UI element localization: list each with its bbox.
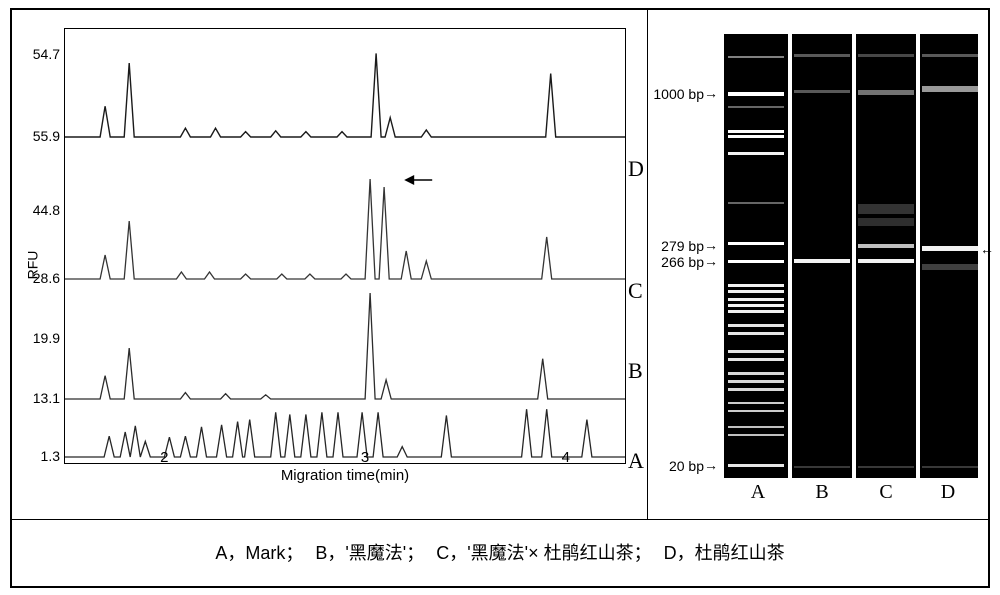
gel-band — [728, 56, 784, 58]
arrow-right-icon: → — [704, 458, 718, 472]
gel-band — [728, 242, 784, 245]
x-tick: 2 — [160, 449, 168, 466]
x-tick: 4 — [562, 449, 570, 466]
y-tick: 54.7 — [30, 46, 60, 62]
gel-band — [922, 264, 978, 270]
trace-c — [65, 179, 626, 279]
gel-lane-label: D — [941, 481, 955, 504]
bp-label: 279 bp — [650, 238, 704, 254]
peak-arrow-icon — [404, 175, 432, 185]
gel-band — [728, 130, 784, 133]
bp-label: 20 bp — [650, 458, 704, 474]
gel-band — [858, 466, 914, 468]
trace-label-a: A — [628, 448, 644, 474]
gel-band — [728, 284, 784, 287]
gel-band — [858, 244, 914, 248]
figure-frame: RFU 54.755.944.828.619.913.11.3 234 Migr… — [10, 8, 990, 588]
plot-area — [64, 28, 626, 464]
gel-band — [858, 204, 914, 214]
trace-b — [65, 293, 626, 399]
gel-lane-label: A — [751, 481, 765, 504]
gel-band — [922, 246, 978, 251]
gel-band — [728, 402, 784, 404]
gel-band — [728, 152, 784, 155]
figure-legend: A，Mark； B，'黑魔法'； C，'黑魔法'× 杜鹃红山茶； D，杜鹃红山茶 — [12, 518, 988, 586]
arrow-right-icon: → — [704, 86, 718, 100]
gel-band — [858, 54, 914, 57]
gel-band — [922, 466, 978, 468]
gel-band — [728, 202, 784, 204]
y-tick: 19.9 — [30, 330, 60, 346]
electropherogram-panel: RFU 54.755.944.828.619.913.11.3 234 Migr… — [12, 10, 648, 520]
trace-d — [65, 53, 626, 137]
lane-gap — [788, 34, 792, 478]
gel-lane-label: C — [879, 481, 892, 504]
legend-item-c: C，'黑魔法'× 杜鹃红山茶； — [436, 539, 651, 565]
trace-a — [65, 409, 626, 457]
arrow-left-icon: ← — [980, 242, 994, 256]
gel-band — [922, 86, 978, 92]
y-tick: 28.6 — [30, 270, 60, 286]
bp-label: 266 bp — [650, 254, 704, 270]
gel-band — [794, 54, 850, 57]
y-tick: 44.8 — [30, 202, 60, 218]
trace-label-c: C — [628, 278, 643, 304]
gel-band — [728, 92, 784, 96]
traces-svg — [65, 29, 626, 464]
gel-band — [728, 380, 784, 383]
gel-band — [858, 218, 914, 226]
gel-band — [728, 298, 784, 301]
gel-band — [728, 260, 784, 263]
gel-band — [728, 324, 784, 327]
gel-band — [858, 90, 914, 95]
lane-gap — [916, 34, 920, 478]
gel-lane-label: B — [815, 481, 828, 504]
gel-panel: 1000 bp→279 bp→266 bp→20 bp→ ABCD ← — [648, 10, 990, 520]
gel-band — [728, 434, 784, 436]
bp-label: 1000 bp — [650, 86, 704, 102]
gel-band — [728, 290, 784, 293]
y-tick: 55.9 — [30, 128, 60, 144]
gel-band — [728, 388, 784, 391]
trace-label-b: B — [628, 358, 643, 384]
gel-band — [728, 358, 784, 361]
legend-item-d: D，杜鹃红山茶 — [664, 539, 785, 565]
gel-band — [728, 372, 784, 375]
gel-band — [794, 466, 850, 468]
gel-band — [728, 464, 784, 467]
main-row: RFU 54.755.944.828.619.913.11.3 234 Migr… — [12, 10, 988, 520]
gel-band — [794, 90, 850, 93]
gel-image — [724, 34, 978, 478]
x-tick: 3 — [361, 449, 369, 466]
legend-item-b: B，'黑魔法'； — [315, 539, 424, 565]
x-axis-label: Migration time(min) — [64, 467, 626, 484]
gel-band — [728, 410, 784, 412]
gel-band — [728, 350, 784, 353]
y-tick: 13.1 — [30, 390, 60, 406]
gel-band — [794, 259, 850, 263]
arrow-right-icon: → — [704, 254, 718, 268]
legend-item-a: A，Mark； — [215, 539, 303, 565]
gel-band — [728, 135, 784, 138]
arrow-right-icon: → — [704, 238, 718, 252]
gel-band — [728, 310, 784, 313]
gel-band — [728, 304, 784, 307]
y-tick: 1.3 — [30, 448, 60, 464]
trace-label-d: D — [628, 156, 644, 182]
gel-band — [858, 259, 914, 263]
gel-band — [728, 106, 784, 108]
gel-band — [728, 332, 784, 335]
gel-band — [728, 426, 784, 428]
gel-band — [922, 54, 978, 57]
lane-gap — [852, 34, 856, 478]
